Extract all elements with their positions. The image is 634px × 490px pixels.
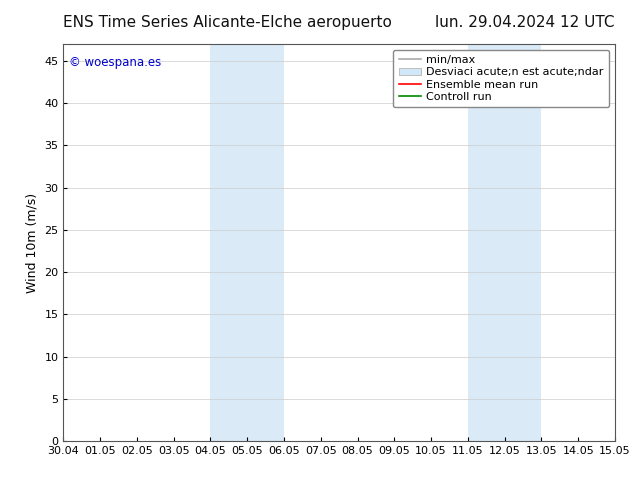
Text: ENS Time Series Alicante-Elche aeropuerto: ENS Time Series Alicante-Elche aeropuert… [63, 15, 392, 30]
Text: lun. 29.04.2024 12 UTC: lun. 29.04.2024 12 UTC [436, 15, 615, 30]
Bar [468, 44, 541, 441]
Y-axis label: Wind 10m (m/s): Wind 10m (m/s) [26, 193, 39, 293]
Text: © woespana.es: © woespana.es [69, 56, 161, 69]
Bar [210, 44, 284, 441]
Legend: min/max, Desviaci acute;n est acute;ndar, Ensemble mean run, Controll run: min/max, Desviaci acute;n est acute;ndar… [393, 49, 609, 107]
